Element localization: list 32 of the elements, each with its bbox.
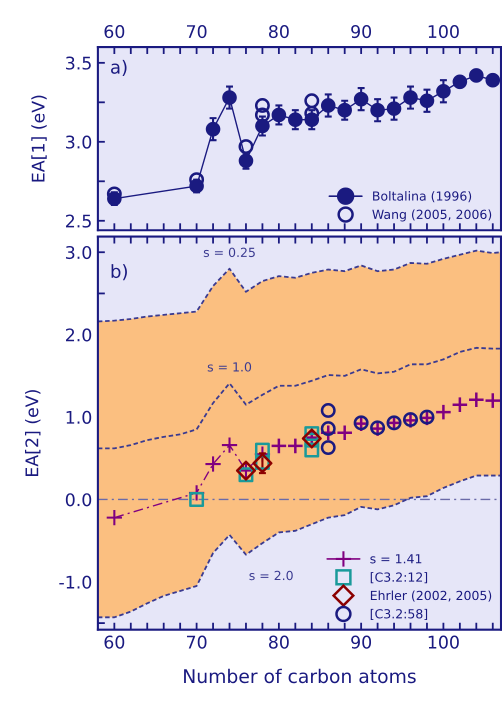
y-tick-label: 3.0 <box>66 136 92 149</box>
legend-label: [C3.2:58] <box>370 608 428 620</box>
legend-label: Ehrler (2002, 2005) <box>370 590 492 602</box>
y-tick-label: 2.5 <box>66 214 91 228</box>
y-tick-label: -1.0 <box>59 576 92 589</box>
legend-label: s = 1.41 <box>370 554 422 564</box>
x-tick-label: 70 <box>186 636 207 649</box>
annotation: b) <box>112 264 127 280</box>
x-tick-label: 80 <box>269 636 289 649</box>
x-tick-label: 80 <box>269 24 289 38</box>
legend-label: Boltalina (1996) <box>373 191 472 202</box>
annotation: a) <box>111 60 127 76</box>
x-tick-label: 100 <box>428 636 459 649</box>
y-tick-label: 2.0 <box>66 328 92 342</box>
series-label: s = 0.25 <box>204 248 255 258</box>
legend-label: [C3.2:12] <box>370 572 428 584</box>
legend-label: Wang (2005, 2006) <box>372 209 492 222</box>
y-tick-label: 3.5 <box>66 56 91 70</box>
x-tick-label: 90 <box>351 636 372 649</box>
series-label: s = 2.0 <box>249 570 293 580</box>
x-tick-label: 60 <box>104 636 124 649</box>
y-axis-title: EA[2] (eV) <box>24 390 40 476</box>
y-axis-title: EA[1] (eV) <box>31 96 47 182</box>
x-axis-title: Number of carbon atoms <box>184 668 416 684</box>
x-tick-label: 70 <box>186 24 207 38</box>
series-label: s = 1.0 <box>208 362 252 372</box>
y-tick-label: 1.0 <box>66 410 92 424</box>
x-tick-label: 60 <box>104 24 124 38</box>
x-tick-label: 90 <box>351 24 372 38</box>
x-tick-label: 100 <box>428 24 459 38</box>
y-tick-label: 0.0 <box>66 493 92 506</box>
y-tick-label: 3.0 <box>66 246 92 260</box>
